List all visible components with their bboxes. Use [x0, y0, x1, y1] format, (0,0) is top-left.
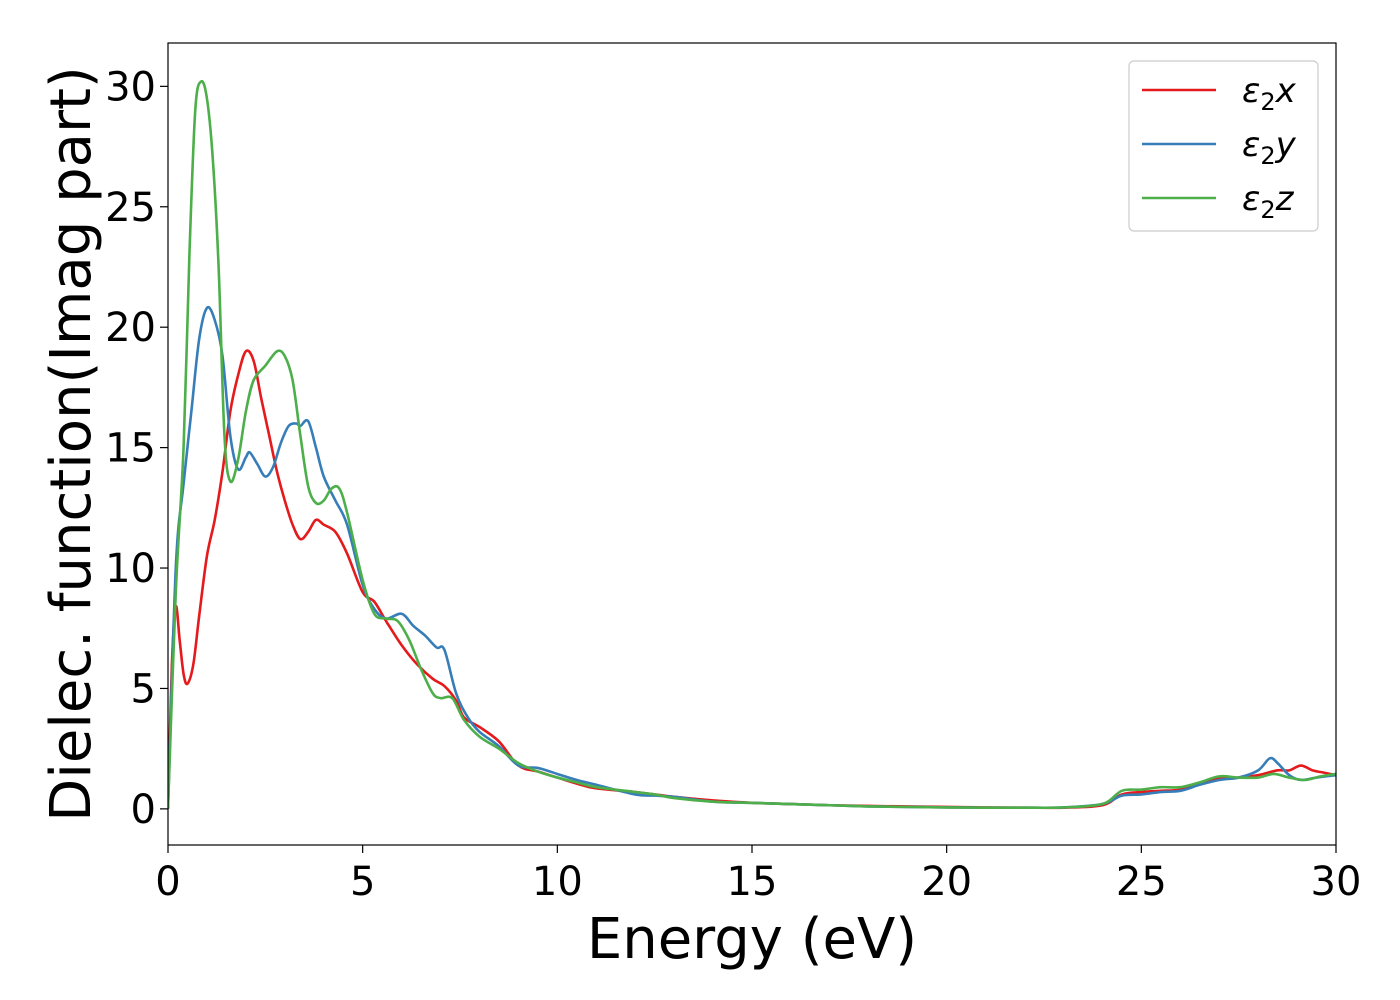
legend: ε2x ε2y ε2z [1128, 60, 1319, 232]
legend-label-z: ε2z [1242, 179, 1295, 224]
x-axis: 0 5 10 15 20 25 30 [155, 845, 1361, 905]
y-tick-label: 20 [105, 305, 156, 351]
series-line-z [168, 79, 1336, 810]
y-tick-label: 0 [131, 787, 156, 833]
legend-box [1128, 60, 1319, 232]
x-axis-title: Energy (eV) [587, 907, 917, 972]
y-tick-label: 15 [105, 426, 156, 472]
x-tick-label: 30 [1311, 859, 1362, 905]
y-axis: 0 5 10 15 20 25 30 [105, 64, 168, 833]
x-tick-label: 0 [155, 859, 180, 905]
y-tick-label: 30 [105, 64, 156, 110]
y-tick-label: 25 [105, 185, 156, 231]
y-tick-label: 5 [131, 666, 156, 712]
x-tick-label: 25 [1116, 859, 1167, 905]
y-tick-label: 10 [105, 546, 156, 592]
x-tick-label: 20 [921, 859, 972, 905]
legend-label-x: ε2x [1242, 71, 1297, 116]
y-axis-title: Dielec. function(Imag part) [39, 66, 104, 822]
x-tick-label: 15 [727, 859, 778, 905]
x-tick-label: 5 [350, 859, 375, 905]
x-tick-label: 10 [532, 859, 583, 905]
series-layer [168, 79, 1336, 810]
legend-label-y: ε2y [1242, 125, 1297, 170]
series-line-y [168, 305, 1336, 810]
